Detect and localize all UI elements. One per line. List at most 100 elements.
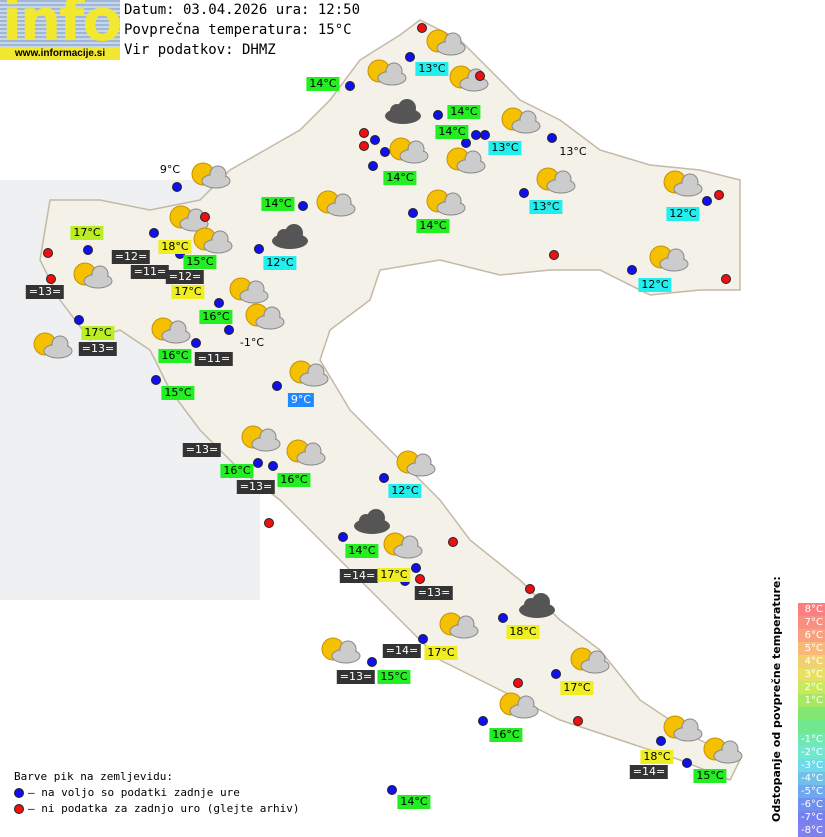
station-dot-red[interactable]: [417, 23, 427, 33]
station-dot-red[interactable]: [448, 537, 458, 547]
station-dot-blue[interactable]: [627, 265, 637, 275]
scale-step: -8°C: [798, 824, 825, 837]
station-temp-label: 14°C: [416, 219, 450, 233]
logo-text: info: [2, 0, 120, 54]
station-dot-blue[interactable]: [682, 758, 692, 768]
station-dot-red[interactable]: [200, 212, 210, 222]
station-temp-label: =13=: [414, 586, 454, 600]
station-dot-blue[interactable]: [408, 208, 418, 218]
station-temp-label: 14°C: [345, 544, 379, 558]
station-dot-blue[interactable]: [405, 52, 415, 62]
station-dot-blue[interactable]: [83, 245, 93, 255]
station-temp-label: 18°C: [506, 625, 540, 639]
station-dot-blue[interactable]: [191, 338, 201, 348]
cloud-icon: [268, 219, 312, 251]
station-dot-blue[interactable]: [367, 657, 377, 667]
station-dot-blue[interactable]: [224, 325, 234, 335]
station-dot-blue[interactable]: [656, 736, 666, 746]
station-dot-red[interactable]: [264, 518, 274, 528]
sun-cloud-icon: [496, 689, 540, 721]
station-dot-blue[interactable]: [172, 182, 182, 192]
station-temp-label: 18°C: [158, 240, 192, 254]
station-dot-blue[interactable]: [380, 147, 390, 157]
station-dot-blue[interactable]: [418, 634, 428, 644]
sun-cloud-icon: [242, 300, 286, 332]
station-temp-label: 12°C: [666, 207, 700, 221]
station-dot-blue[interactable]: [498, 613, 508, 623]
station-temp-label: 16°C: [199, 310, 233, 324]
station-dot-red[interactable]: [359, 128, 369, 138]
station-dot-blue[interactable]: [368, 161, 378, 171]
station-temp-label: 16°C: [277, 473, 311, 487]
station-temp-label: 12°C: [263, 256, 297, 270]
station-dot-blue[interactable]: [74, 315, 84, 325]
station-dot-blue[interactable]: [254, 244, 264, 254]
station-dot-blue[interactable]: [411, 563, 421, 573]
station-dot-blue[interactable]: [551, 669, 561, 679]
station-temp-label: 12°C: [388, 484, 422, 498]
info-logo[interactable]: info www.informacije.si: [0, 0, 120, 60]
scale-step: [798, 720, 825, 733]
deviation-scale: 8°C 7°C 6°C 5°C 4°C 3°C 2°C 1°C -1°C -2°C -3°C -4°C…: [798, 603, 825, 837]
station-temp-label: 12°C: [638, 278, 672, 292]
station-dot-blue[interactable]: [478, 716, 488, 726]
station-temp-label: 16°C: [158, 349, 192, 363]
station-dot-blue[interactable]: [151, 375, 161, 385]
station-dot-red[interactable]: [525, 584, 535, 594]
station-dot-red[interactable]: [714, 190, 724, 200]
station-dot-blue[interactable]: [338, 532, 348, 542]
station-temp-label: 17°C: [377, 568, 411, 582]
sun-cloud-icon: [70, 259, 114, 291]
station-dot-red[interactable]: [43, 248, 53, 258]
sun-cloud-icon: [700, 734, 744, 766]
station-temp-label: =14=: [629, 765, 669, 779]
station-dot-blue[interactable]: [461, 138, 471, 148]
station-temp-label: =13=: [236, 480, 276, 494]
station-dot-blue[interactable]: [370, 135, 380, 145]
station-temp-label: 13°C: [529, 200, 563, 214]
station-dot-red[interactable]: [475, 71, 485, 81]
station-temp-label: 9°C: [159, 163, 181, 176]
station-temp-label: 16°C: [220, 464, 254, 478]
station-temp-label: =11=: [130, 265, 170, 279]
station-dot-blue[interactable]: [253, 458, 263, 468]
station-dot-blue[interactable]: [387, 785, 397, 795]
station-dot-blue[interactable]: [214, 298, 224, 308]
station-dot-blue[interactable]: [379, 473, 389, 483]
station-dot-blue[interactable]: [702, 196, 712, 206]
station-dot-red[interactable]: [721, 274, 731, 284]
station-dot-blue[interactable]: [480, 130, 490, 140]
sun-cloud-icon: [30, 329, 74, 361]
station-temp-label: =13=: [78, 342, 118, 356]
station-temp-label: =13=: [25, 285, 65, 299]
station-dot-red[interactable]: [46, 274, 56, 284]
station-dot-red[interactable]: [573, 716, 583, 726]
station-dot-red[interactable]: [513, 678, 523, 688]
scale-step: -6°C: [798, 798, 825, 811]
station-dot-blue[interactable]: [345, 81, 355, 91]
logo-url[interactable]: www.informacije.si: [0, 47, 120, 60]
station-dot-blue[interactable]: [272, 381, 282, 391]
avg-temp-line: Povprečna temperatura: 15°C: [124, 22, 352, 38]
station-dot-blue[interactable]: [433, 110, 443, 120]
sun-cloud-icon: [286, 357, 330, 389]
station-temp-label: =14=: [339, 569, 379, 583]
station-dot-blue[interactable]: [519, 188, 529, 198]
station-dot-blue[interactable]: [149, 228, 159, 238]
sun-cloud-icon: [190, 224, 234, 256]
scale-step: -7°C: [798, 811, 825, 824]
station-temp-label: =12=: [165, 270, 205, 284]
station-temp-label: 14°C: [383, 171, 417, 185]
station-dot-blue[interactable]: [268, 461, 278, 471]
scale-step: 8°C: [798, 603, 825, 616]
cloud-icon: [515, 588, 559, 620]
sun-cloud-icon: [498, 104, 542, 136]
sun-cloud-icon: [533, 164, 577, 196]
station-dot-blue[interactable]: [547, 133, 557, 143]
date-line: Datum: 03.04.2026 ura: 12:50: [124, 2, 361, 18]
station-dot-red[interactable]: [415, 574, 425, 584]
station-dot-blue[interactable]: [298, 201, 308, 211]
station-dot-red[interactable]: [549, 250, 559, 260]
station-dot-red[interactable]: [359, 141, 369, 151]
scale-step: 6°C: [798, 629, 825, 642]
